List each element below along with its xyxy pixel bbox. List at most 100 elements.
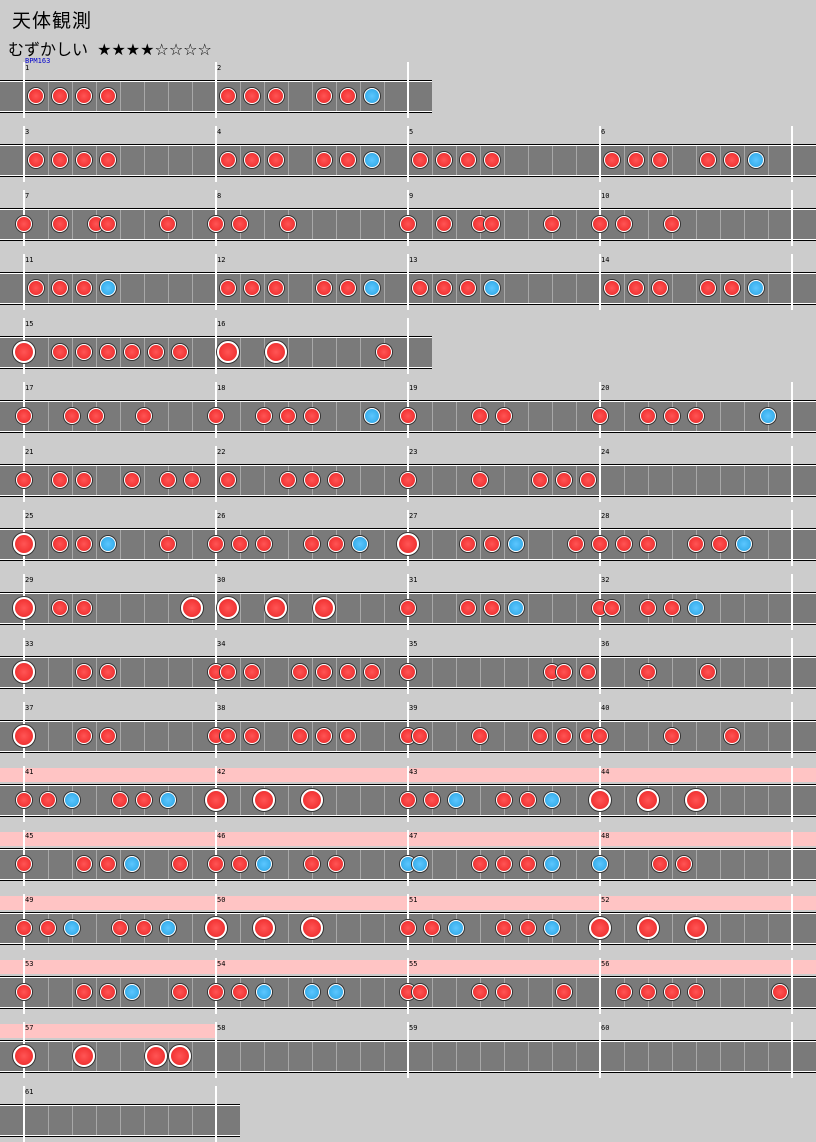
beat-tick (192, 913, 193, 943)
ka-note (592, 856, 608, 872)
gogo-section (0, 768, 216, 782)
don-note (460, 152, 476, 168)
difficulty-line: むずかしい ★★★★☆☆☆☆ (8, 36, 212, 60)
beat-tick (576, 977, 577, 1007)
beat-tick (456, 529, 457, 559)
barline (599, 958, 601, 1014)
beat-tick (72, 209, 73, 239)
beat-tick (192, 529, 193, 559)
beat-tick (168, 1041, 169, 1071)
beat-tick (120, 529, 121, 559)
beat-tick (192, 977, 193, 1007)
beat-tick (744, 721, 745, 751)
difficulty-stars: ★★★★☆☆☆☆ (97, 40, 212, 59)
beat-tick (48, 529, 49, 559)
beat-tick (72, 657, 73, 687)
beat-tick (168, 977, 169, 1007)
big-don-note (313, 597, 335, 619)
don-note (316, 728, 332, 744)
beat-tick (168, 657, 169, 687)
barline (791, 446, 793, 502)
beat-tick (528, 273, 529, 303)
beat-tick (432, 145, 433, 175)
beat-tick (384, 721, 385, 751)
beat-tick (456, 401, 457, 431)
beat-tick (456, 977, 457, 1007)
don-note (220, 152, 236, 168)
don-note (364, 664, 380, 680)
beat-tick (336, 913, 337, 943)
beat-tick (144, 657, 145, 687)
gogo-section (600, 768, 816, 782)
don-note (604, 152, 620, 168)
don-note (664, 984, 680, 1000)
beat-tick (744, 657, 745, 687)
ka-note (508, 600, 524, 616)
beat-tick (192, 209, 193, 239)
beat-tick (720, 465, 721, 495)
ka-note (124, 984, 140, 1000)
beat-tick (96, 785, 97, 815)
don-note (76, 280, 92, 296)
measure-number: 10 (601, 192, 610, 200)
beat-tick (504, 593, 505, 623)
don-note (232, 536, 248, 552)
beat-tick (120, 81, 121, 111)
don-note (652, 280, 668, 296)
measure-number: 31 (409, 576, 418, 584)
don-note (412, 728, 428, 744)
don-note (652, 856, 668, 872)
don-note (580, 664, 596, 680)
beat-tick (744, 401, 745, 431)
beat-tick (672, 849, 673, 879)
don-note (664, 728, 680, 744)
don-note (100, 344, 116, 360)
beat-tick (384, 785, 385, 815)
beat-tick (360, 465, 361, 495)
song-title: 天体観測 (12, 10, 93, 32)
don-note (304, 856, 320, 872)
beat-tick (576, 593, 577, 623)
measure-number: 18 (217, 384, 226, 392)
beat-tick (312, 273, 313, 303)
ka-note (100, 280, 116, 296)
measure-number: 41 (25, 768, 34, 776)
beat-tick (672, 273, 673, 303)
don-note (496, 792, 512, 808)
beat-tick (288, 721, 289, 751)
beat-tick (72, 337, 73, 367)
beat-tick (120, 401, 121, 431)
beat-tick (624, 913, 625, 943)
don-note (88, 408, 104, 424)
beat-tick (552, 529, 553, 559)
beat-tick (672, 145, 673, 175)
ka-note (544, 920, 560, 936)
beat-tick (144, 273, 145, 303)
big-don-note (589, 789, 611, 811)
beat-tick (720, 145, 721, 175)
ka-note (100, 536, 116, 552)
beat-tick (192, 785, 193, 815)
don-note (244, 152, 260, 168)
beat-tick (384, 529, 385, 559)
barline (215, 318, 217, 374)
beat-tick (336, 209, 337, 239)
ka-note (364, 88, 380, 104)
don-note (604, 600, 620, 616)
don-note (556, 472, 572, 488)
beat-tick (192, 657, 193, 687)
beat-tick (504, 145, 505, 175)
beat-tick (360, 593, 361, 623)
beat-tick (240, 785, 241, 815)
don-note (340, 280, 356, 296)
don-note (340, 152, 356, 168)
don-note (496, 856, 512, 872)
beat-tick (48, 81, 49, 111)
beat-tick (768, 721, 769, 751)
don-note (232, 856, 248, 872)
don-note (436, 152, 452, 168)
measure-number: 34 (217, 640, 226, 648)
barline (791, 958, 793, 1014)
beat-tick (576, 273, 577, 303)
big-don-note (637, 917, 659, 939)
